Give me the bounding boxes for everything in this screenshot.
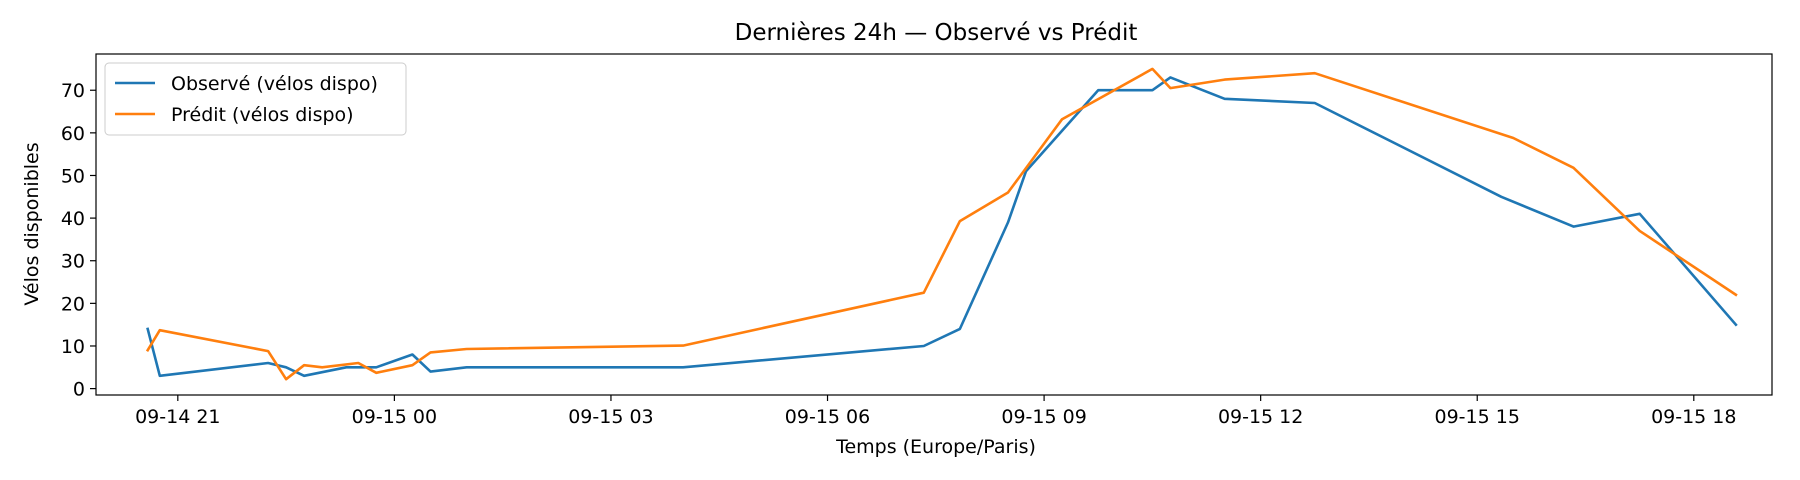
y-axis: 0 10 20 30 40 50 60 70: [61, 80, 96, 401]
chart-title: Dernières 24h — Observé vs Prédit: [735, 20, 1138, 46]
series-line-1: [145, 67, 1738, 381]
x-tick-label: 09-15 09: [1001, 406, 1086, 428]
x-tick-label: 09-15 00: [352, 406, 437, 428]
x-tick-label: 09-14 21: [135, 406, 220, 428]
x-tick-label: 09-15 18: [1651, 406, 1736, 428]
x-tick-label: 09-15 03: [568, 406, 653, 428]
y-tick-label: 60: [61, 123, 85, 145]
legend: Observé (vélos dispo) Prédit (vélos disp…: [104, 62, 407, 136]
y-tick-label: 40: [61, 208, 85, 230]
y-axis-title: Vélos disponibles: [21, 142, 43, 305]
y-tick-label: 70: [61, 80, 85, 102]
x-tick-label: 09-15 12: [1218, 406, 1303, 428]
y-tick-label: 20: [61, 293, 85, 315]
legend-box: [104, 62, 407, 136]
legend-label-observe: Observé (vélos dispo): [171, 73, 378, 95]
x-tick-label: 09-15 06: [785, 406, 870, 428]
legend-label-predit: Prédit (vélos dispo): [171, 104, 354, 126]
x-axis: 09-14 21 09-15 00 09-15 03 09-15 06 09-15 09…: [135, 395, 1737, 428]
y-tick-label: 50: [61, 165, 85, 187]
y-tick-label: 30: [61, 251, 85, 273]
y-tick-label: 0: [73, 379, 85, 401]
x-axis-title: Temps (Europe/Paris): [835, 436, 1036, 458]
x-tick-label: 09-15 15: [1435, 406, 1520, 428]
series-line-0: [146, 76, 1738, 378]
plot-frame: [95, 53, 1773, 396]
series-layer: [145, 67, 1738, 381]
y-tick-label: 10: [61, 336, 85, 358]
